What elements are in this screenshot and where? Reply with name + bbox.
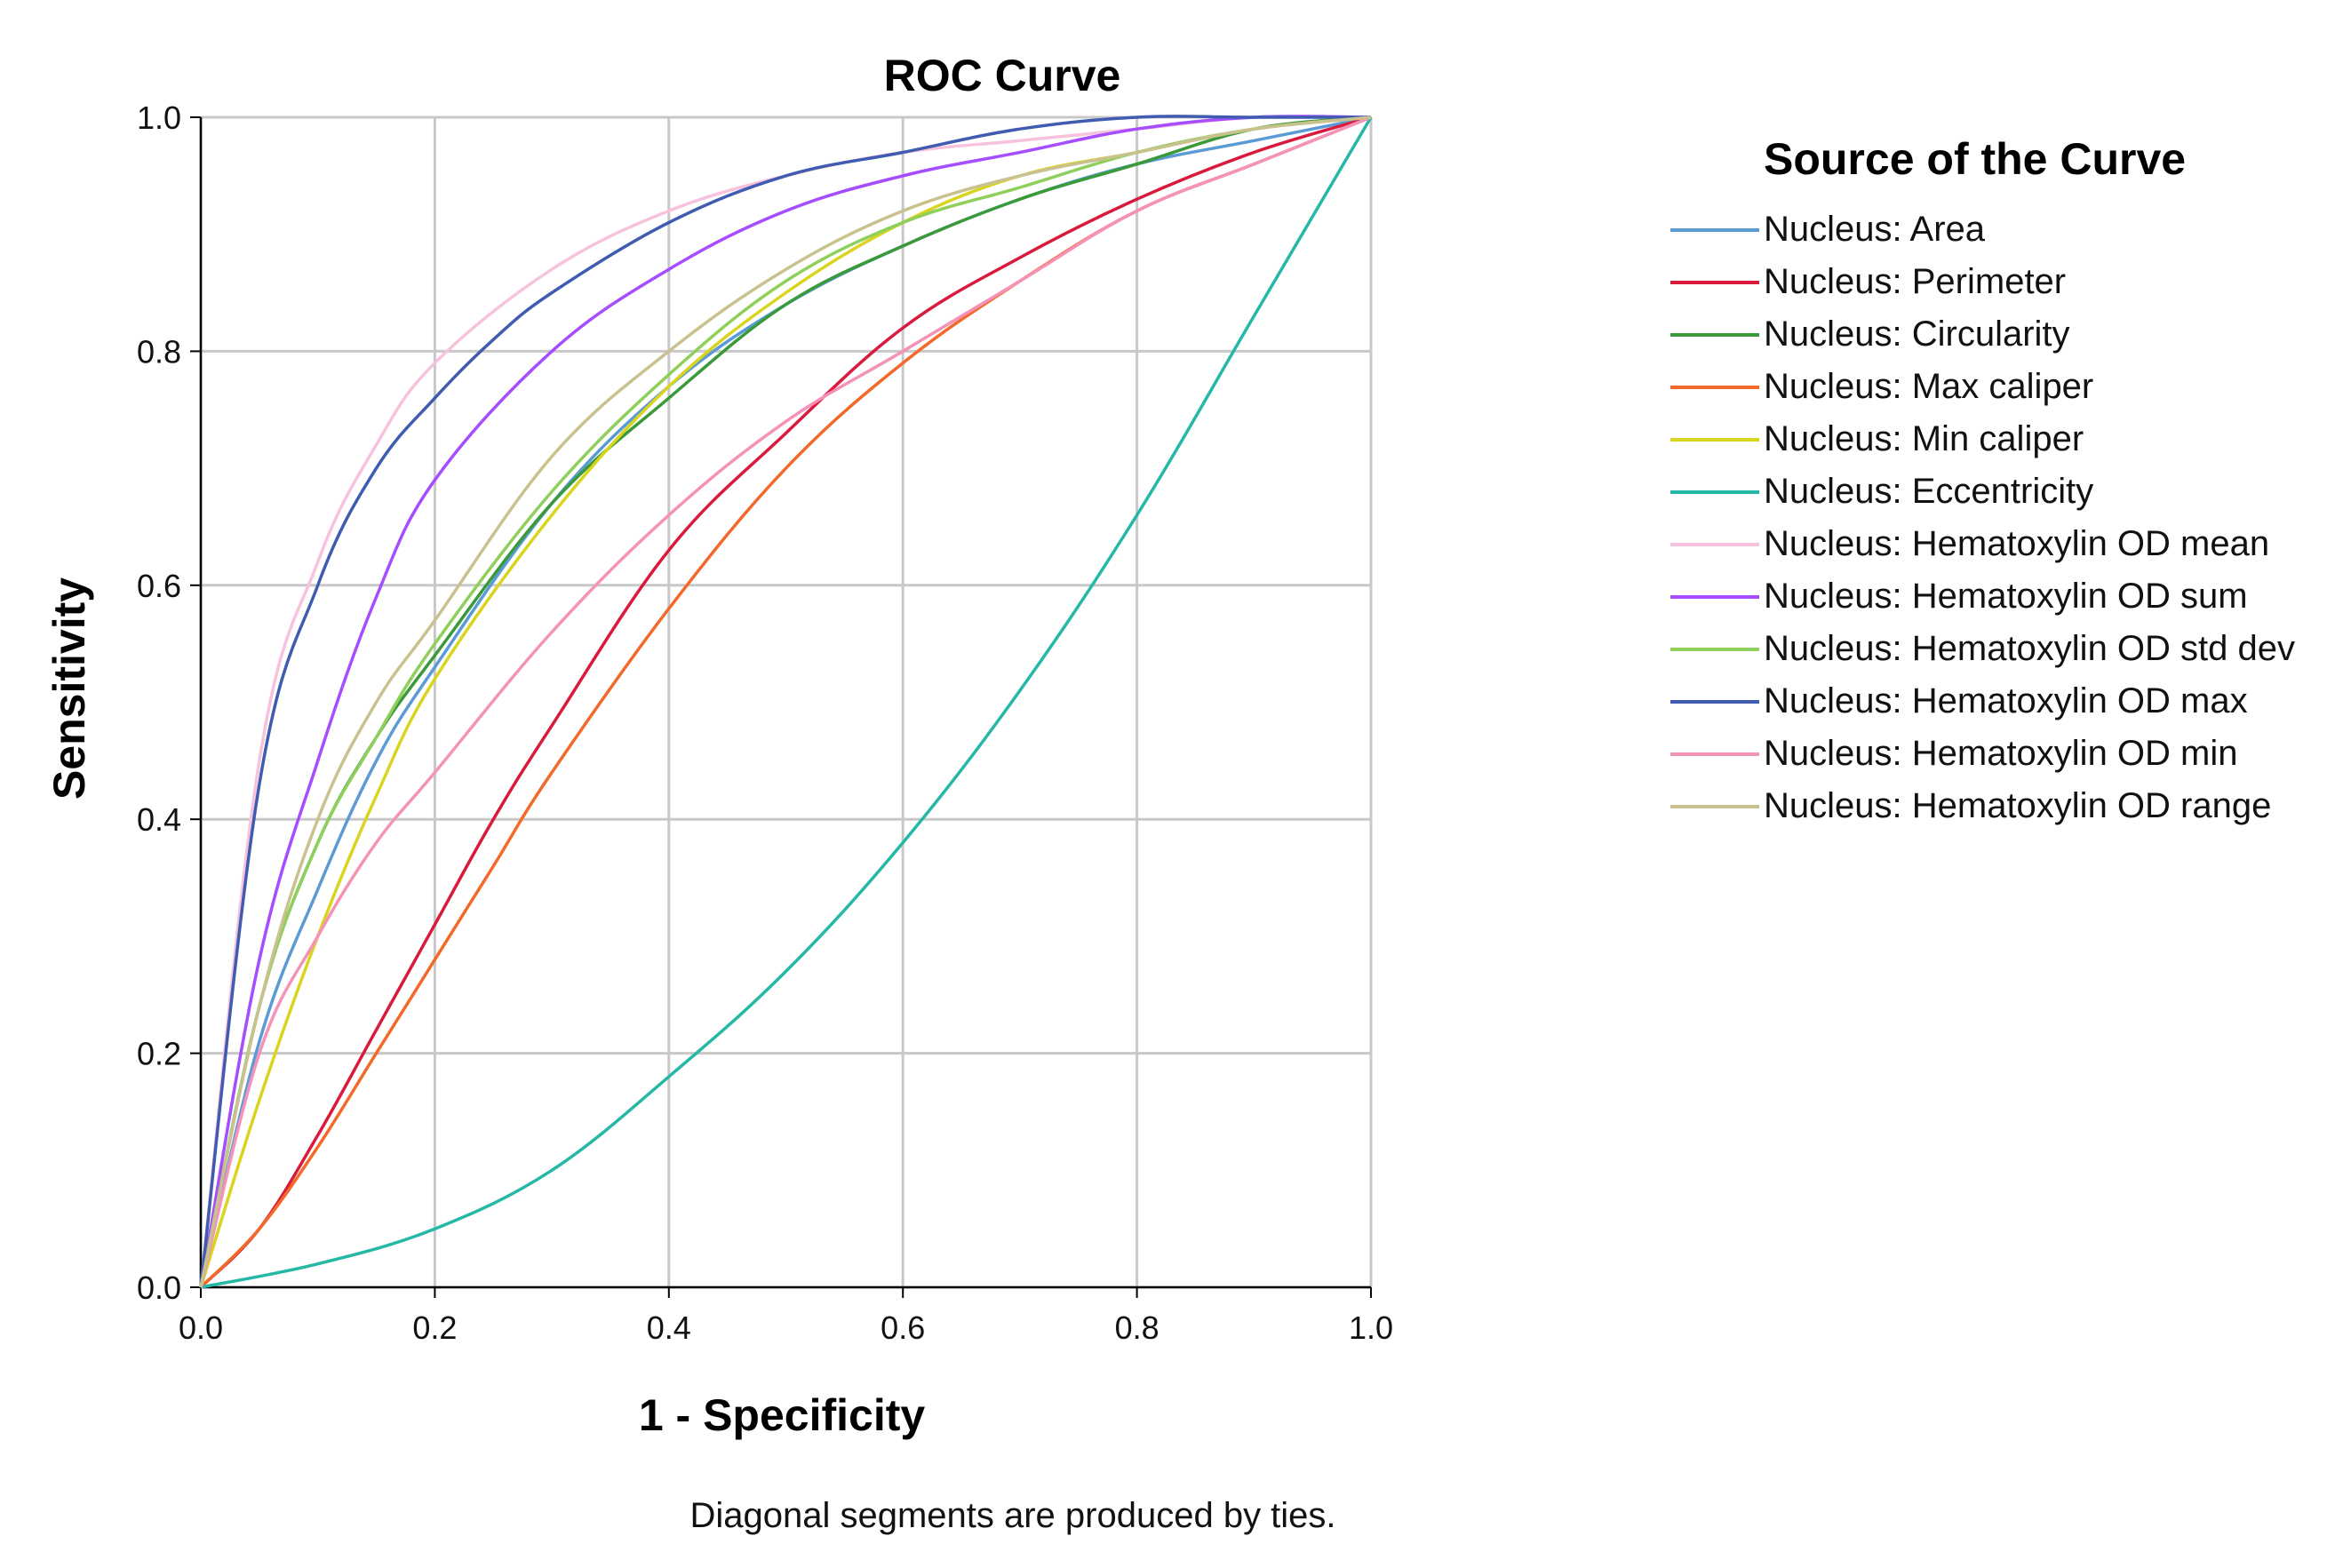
y-axis-label: Sensitivity: [44, 577, 94, 800]
series-line-nucleus-hematoxylin-od-min: [199, 115, 1372, 1288]
legend-label: Nucleus: Min caliper: [1764, 419, 2084, 458]
axes: 0.0 0.2 0.4 0.6 0.8 1.0 0.0 0.2 0.4 0.6 0.8 1.0: [137, 99, 1393, 1346]
legend-label: Nucleus: Area: [1764, 210, 1986, 249]
legend-swatch: [1670, 490, 1759, 494]
series-line-nucleus-eccentricity: [200, 116, 1373, 1289]
legend: Source of the Curve Nucleus: Area Nucleus…: [1670, 133, 2327, 837]
legend-swatch: [1670, 648, 1759, 651]
legend-item-nucleus-area: Nucleus: Area: [1670, 208, 2327, 251]
legend-item-nucleus-hematoxylin-od-range: Nucleus: Hematoxylin OD range: [1670, 784, 2327, 828]
legend-title: Source of the Curve: [1764, 134, 2187, 184]
series-line-nucleus-hematoxylin-od-max: [199, 115, 1371, 1288]
x-tick-label: 1.0: [1349, 1309, 1393, 1346]
y-tick-label: 0.6: [137, 568, 181, 604]
series-line-nucleus-hematoxylin-od-sum: [199, 115, 1372, 1288]
legend-swatch: [1670, 752, 1759, 756]
legend-label: Nucleus: Hematoxylin OD min: [1764, 734, 2238, 773]
legend-swatch: [1670, 700, 1759, 704]
legend-label: Nucleus: Circularity: [1764, 314, 2070, 354]
y-tick-label: 0.4: [137, 801, 181, 838]
roc-curves: [199, 115, 1373, 1289]
y-tick-label: 1.0: [137, 99, 181, 136]
x-tick-label: 0.6: [881, 1309, 925, 1346]
legend-swatch: [1670, 228, 1759, 232]
x-tick-label: 0.0: [179, 1309, 223, 1346]
legend-swatch: [1670, 805, 1759, 808]
legend-swatch: [1670, 333, 1759, 337]
legend-item-nucleus-eccentricity: Nucleus: Eccentricity: [1670, 470, 2327, 513]
legend-label: Nucleus: Hematoxylin OD max: [1764, 681, 2248, 720]
series-line-nucleus-hematoxylin-od-mean: [199, 115, 1372, 1288]
x-tick-label: 0.8: [1115, 1309, 1160, 1346]
chart-title: ROC Curve: [884, 51, 1121, 100]
legend-item-nucleus-hematoxylin-od-mean: Nucleus: Hematoxylin OD mean: [1670, 522, 2327, 566]
legend-swatch: [1670, 438, 1759, 442]
legend-item-nucleus-min-caliper: Nucleus: Min caliper: [1670, 418, 2327, 461]
legend-item-nucleus-hematoxylin-od-std-dev: Nucleus: Hematoxylin OD std dev: [1670, 627, 2327, 671]
legend-item-nucleus-hematoxylin-od-sum: Nucleus: Hematoxylin OD sum: [1670, 575, 2327, 618]
y-tick-label: 0.2: [137, 1036, 181, 1072]
legend-item-nucleus-perimeter: Nucleus: Perimeter: [1670, 260, 2327, 304]
legend-swatch: [1670, 595, 1759, 599]
x-axis-label: 1 - Specificity: [639, 1390, 926, 1440]
legend-swatch: [1670, 543, 1759, 546]
legend-label: Nucleus: Eccentricity: [1764, 472, 2094, 511]
legend-label: Nucleus: Max caliper: [1764, 367, 2094, 406]
legend-label: Nucleus: Perimeter: [1764, 262, 2067, 301]
legend-item-nucleus-max-caliper: Nucleus: Max caliper: [1670, 365, 2327, 409]
legend-item-nucleus-hematoxylin-od-max: Nucleus: Hematoxylin OD max: [1670, 680, 2327, 723]
legend-items: Nucleus: Area Nucleus: Perimeter Nucleus: …: [1670, 208, 2327, 828]
footnote: Diagonal segments are produced by ties.: [689, 1496, 1336, 1535]
legend-label: Nucleus: Hematoxylin OD std dev: [1764, 629, 2296, 668]
legend-item-nucleus-hematoxylin-od-min: Nucleus: Hematoxylin OD min: [1670, 732, 2327, 776]
series-line-nucleus-perimeter: [199, 115, 1372, 1289]
y-tick-label: 0.0: [137, 1270, 181, 1306]
series-line-nucleus-hematoxylin-od-range: [199, 115, 1372, 1288]
y-tick-label: 0.8: [137, 333, 181, 370]
legend-swatch: [1670, 281, 1759, 284]
legend-item-nucleus-circularity: Nucleus: Circularity: [1670, 313, 2327, 356]
legend-swatch: [1670, 386, 1759, 389]
x-tick-label: 0.4: [647, 1309, 691, 1346]
legend-label: Nucleus: Hematoxylin OD sum: [1764, 577, 2248, 616]
legend-label: Nucleus: Hematoxylin OD range: [1764, 786, 2272, 825]
legend-label: Nucleus: Hematoxylin OD mean: [1764, 524, 2270, 563]
x-tick-label: 0.2: [412, 1309, 457, 1346]
